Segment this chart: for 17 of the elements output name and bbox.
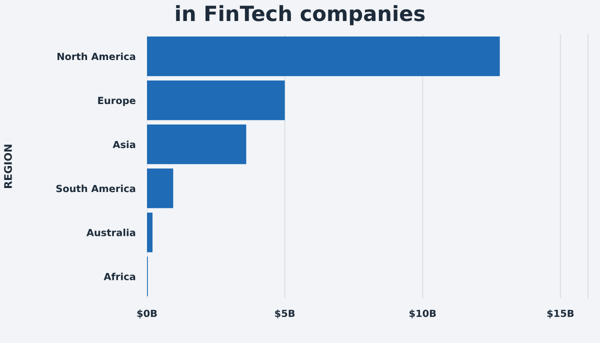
y-axis-title: REGION	[4, 144, 12, 188]
bar	[147, 168, 174, 208]
bar	[147, 212, 153, 252]
y-tick-label: Africa	[104, 272, 136, 280]
y-tick-label: Asia	[112, 140, 136, 148]
x-tick-label: $10B	[410, 310, 436, 318]
x-tick-label: $0B	[137, 310, 157, 318]
bar	[147, 36, 500, 76]
x-tick-label: $15B	[547, 310, 574, 318]
y-tick-label: North America	[58, 52, 136, 60]
x-tick-label: $5B	[275, 310, 295, 318]
chart-title: in FinTech companies	[176, 5, 425, 26]
bar	[147, 80, 285, 120]
y-tick-label: Australia	[86, 228, 136, 236]
y-tick-label: South America	[56, 184, 136, 192]
bar	[147, 124, 246, 164]
y-tick-label: Europe	[98, 96, 136, 106]
